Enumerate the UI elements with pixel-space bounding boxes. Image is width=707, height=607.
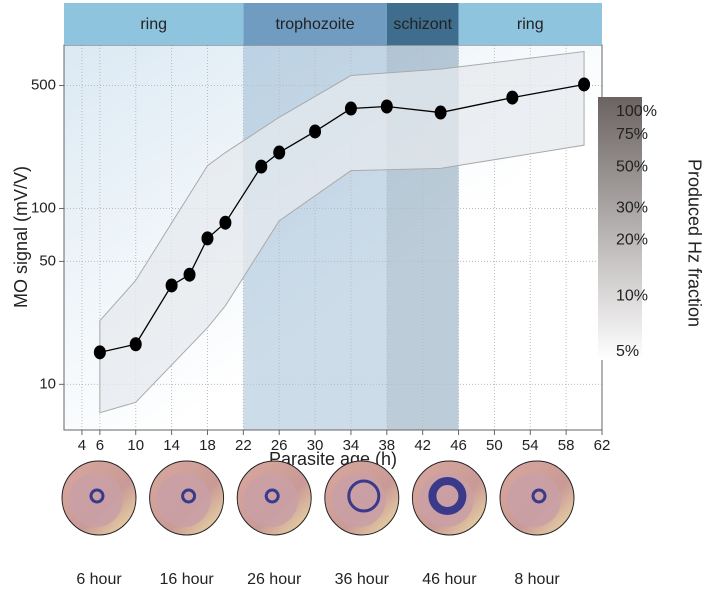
phase-label: schizont	[393, 16, 452, 33]
phase-header	[243, 3, 387, 45]
cell-image	[411, 460, 487, 536]
x-tick-label: 58	[558, 437, 575, 454]
x-tick-label: 46	[450, 437, 467, 454]
phase-header	[458, 3, 602, 45]
colorbar-tick-label: 100%	[616, 103, 657, 120]
x-tick-label: 26	[271, 437, 288, 454]
x-tick-label: 18	[199, 437, 216, 454]
cell-image	[499, 460, 575, 536]
phase-label: trophozoite	[275, 16, 354, 33]
data-point	[506, 90, 519, 105]
cell-label: 46 hour	[422, 571, 477, 588]
colorbar-tick-label: 20%	[616, 232, 648, 249]
parasite	[181, 488, 197, 504]
data-point	[380, 99, 393, 114]
cell-image	[236, 460, 312, 536]
data-point	[93, 345, 106, 360]
x-tick-label: 62	[594, 437, 611, 454]
data-point	[578, 77, 591, 92]
colorbar-tick-label: 30%	[616, 199, 648, 216]
data-point	[273, 145, 286, 160]
parasite	[428, 477, 467, 515]
cell-label: 8 hour	[514, 571, 560, 588]
colorbar-tick-label: 10%	[616, 287, 648, 304]
envelope	[99, 50, 585, 414]
cell-body	[331, 473, 386, 527]
y-tick-label: 50	[39, 252, 56, 269]
x-tick-label: 54	[522, 437, 539, 454]
colorbar-tick-label: 50%	[616, 158, 648, 175]
cell-image	[149, 460, 225, 536]
y-tick-label: 100	[31, 199, 56, 216]
parasite	[264, 488, 280, 504]
data-point	[183, 267, 196, 282]
data-point	[344, 101, 357, 116]
data-point	[165, 278, 178, 293]
colorbar	[598, 97, 642, 360]
phase-label: ring	[140, 16, 167, 33]
cell-label: 36 hour	[335, 571, 390, 588]
x-tick-label: 50	[486, 437, 503, 454]
colorbar-tick-label: 75%	[616, 126, 648, 143]
x-tick-label: 6	[96, 437, 104, 454]
data-point	[434, 105, 447, 120]
phase-header	[386, 3, 459, 45]
y-axis-label: MO signal (mV/V)	[11, 166, 31, 308]
cell-image	[61, 460, 137, 536]
x-tick-label: 4	[78, 437, 86, 454]
parasite	[347, 479, 381, 513]
colorbar-tick-label: 5%	[616, 343, 639, 360]
x-tick-label: 14	[163, 437, 180, 454]
phase-label: ring	[517, 16, 544, 33]
cell-label: 6 hour	[76, 571, 122, 588]
x-tick-label: 34	[343, 437, 360, 454]
cell-label: 26 hour	[247, 571, 302, 588]
x-tick-label: 38	[378, 437, 395, 454]
y-tick-label: 10	[39, 375, 56, 392]
colorbar-label: Produced Hz fraction	[684, 159, 704, 327]
cell-label: 16 hour	[159, 571, 214, 588]
data-point	[255, 159, 268, 174]
x-tick-label: 22	[235, 437, 252, 454]
data-point	[129, 337, 142, 352]
cell-body	[69, 473, 123, 527]
data-point	[309, 124, 322, 139]
parasite	[89, 488, 105, 504]
cell-image	[324, 460, 400, 536]
x-tick-label: 30	[307, 437, 324, 454]
data-point	[219, 215, 232, 230]
x-tick-label: 10	[127, 437, 144, 454]
cell-body	[244, 473, 299, 527]
y-tick-label: 500	[31, 76, 56, 93]
parasite	[531, 488, 547, 504]
x-tick-label: 42	[414, 437, 431, 454]
data-point	[201, 231, 214, 246]
phase-header	[64, 3, 244, 45]
